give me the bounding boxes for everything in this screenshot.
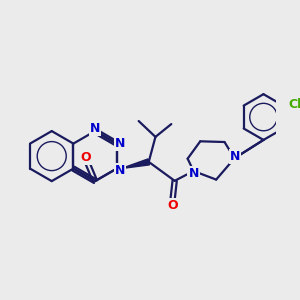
- Text: N: N: [115, 164, 125, 177]
- Text: N: N: [230, 150, 240, 163]
- Text: O: O: [81, 151, 91, 164]
- Text: N: N: [115, 137, 125, 150]
- Text: N: N: [90, 122, 100, 134]
- Polygon shape: [121, 159, 149, 169]
- Text: N: N: [188, 167, 199, 180]
- Text: Cl: Cl: [288, 98, 300, 111]
- Text: O: O: [167, 199, 178, 212]
